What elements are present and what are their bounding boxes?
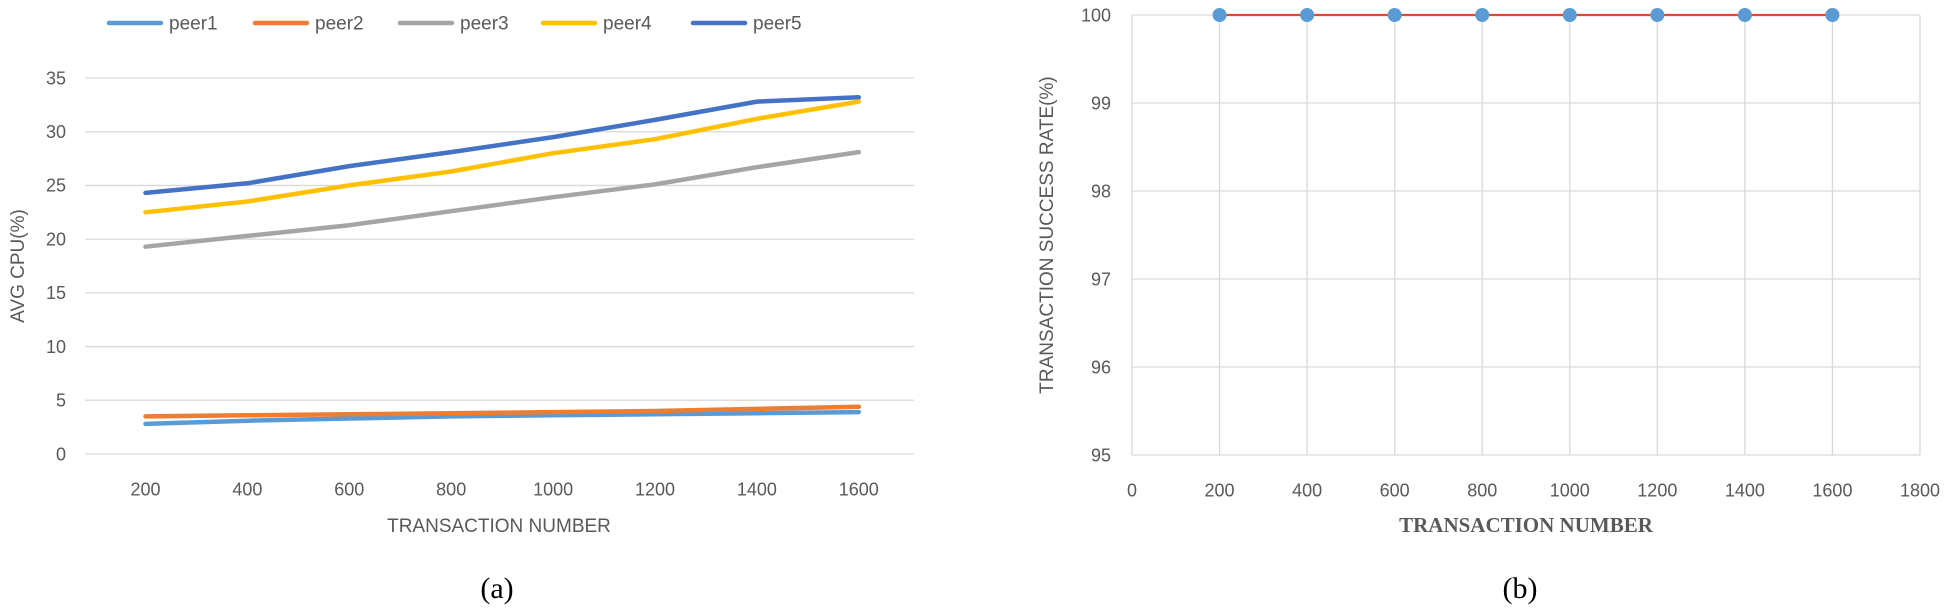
chart-a-series-line-peer2 bbox=[143, 404, 862, 419]
chart-a-x-tick-label: 1600 bbox=[839, 479, 879, 499]
chart-b-y-axis-label: TRANSACTION SUCCESS RATE(%) bbox=[1037, 76, 1058, 393]
chart-a-x-tick-label: 600 bbox=[334, 479, 364, 499]
chart-a-y-axis-label: AVG CPU(%) bbox=[8, 209, 29, 323]
chart-b-y-tick-label: 97 bbox=[1091, 269, 1111, 289]
legend-label: peer1 bbox=[169, 14, 218, 35]
chart-b-data-point bbox=[1300, 8, 1315, 22]
chart-a-x-tick-label: 1200 bbox=[635, 479, 675, 499]
caption-a: (a) bbox=[480, 572, 513, 605]
chart-a-y-tick-label: 10 bbox=[46, 337, 66, 357]
chart-b-data-point bbox=[1825, 8, 1840, 22]
chart-a-y-tick-label: 5 bbox=[56, 391, 66, 411]
legend-label: peer3 bbox=[460, 14, 509, 35]
chart-b-x-tick-label: 1600 bbox=[1812, 480, 1852, 500]
chart-b-y-tick-label: 100 bbox=[1081, 5, 1111, 25]
chart-b-y-tick-label: 99 bbox=[1091, 93, 1111, 113]
chart-b-data-point bbox=[1650, 8, 1665, 22]
chart-a: 0 5 10 15 20 25 30 35 200 400 600 800 1000 1200 1400 16… bbox=[46, 14, 914, 499]
caption-b: (b) bbox=[1503, 572, 1538, 605]
chart-a-x-tick-label: 800 bbox=[436, 479, 466, 499]
chart-b-x-tick-label: 1200 bbox=[1637, 480, 1677, 500]
chart-a-y-tick-label: 20 bbox=[46, 229, 66, 249]
chart-b-data-point bbox=[1387, 8, 1402, 22]
chart-a-series-line-peer1 bbox=[143, 409, 862, 427]
chart-a-series-line-peer4 bbox=[143, 99, 862, 215]
chart-b-x-axis-label: TRANSACTION NUMBER bbox=[1399, 513, 1654, 537]
chart-b-data-point bbox=[1212, 8, 1227, 22]
legend-item-peer2: peer2 bbox=[252, 14, 364, 35]
chart-b-y-tick-label: 95 bbox=[1091, 445, 1111, 465]
chart-b-data-point bbox=[1562, 8, 1577, 22]
chart-a-x-tick-label: 400 bbox=[232, 479, 262, 499]
chart-b-x-tick-label: 1800 bbox=[1900, 480, 1940, 500]
chart-b-data-point bbox=[1737, 8, 1752, 22]
legend-item-peer3: peer3 bbox=[397, 14, 509, 35]
legend-item-peer4: peer4 bbox=[540, 14, 652, 35]
chart-a-x-tick-label: 200 bbox=[130, 479, 160, 499]
legend-label: peer2 bbox=[315, 14, 364, 35]
chart-a-x-axis-label: TRANSACTION NUMBER bbox=[387, 516, 611, 537]
legend-label: peer4 bbox=[603, 14, 652, 35]
chart-b-y-tick-label: 96 bbox=[1091, 357, 1111, 377]
chart-b-x-tick-label: 400 bbox=[1292, 480, 1322, 500]
chart-b-y-tick-label: 98 bbox=[1091, 181, 1111, 201]
chart-a-y-tick-label: 0 bbox=[56, 444, 66, 464]
chart-a-series-line-peer3 bbox=[143, 149, 862, 249]
chart-b-x-tick-label: 200 bbox=[1205, 480, 1235, 500]
chart-b-x-tick-label: 1000 bbox=[1550, 480, 1590, 500]
chart-b-x-tick-label: 800 bbox=[1467, 480, 1497, 500]
legend-item-peer5: peer5 bbox=[690, 14, 802, 35]
chart-a-x-tick-label: 1000 bbox=[533, 479, 573, 499]
chart-a-y-tick-label: 25 bbox=[46, 176, 66, 196]
chart-b-data-point bbox=[1475, 8, 1490, 22]
chart-a-series-line-peer5 bbox=[143, 95, 862, 196]
chart-a-y-tick-label: 30 bbox=[46, 122, 66, 142]
chart-b-x-tick-label: 1400 bbox=[1725, 480, 1765, 500]
chart-b-x-tick-label: 0 bbox=[1127, 480, 1137, 500]
chart-a-y-tick-label: 15 bbox=[46, 283, 66, 303]
chart-a-y-tick-label: 35 bbox=[46, 68, 66, 88]
chart-b-x-tick-label: 600 bbox=[1380, 480, 1410, 500]
chart-a-x-tick-label: 1400 bbox=[737, 479, 777, 499]
legend-label: peer5 bbox=[753, 14, 802, 35]
legend-item-peer1: peer1 bbox=[106, 14, 218, 35]
